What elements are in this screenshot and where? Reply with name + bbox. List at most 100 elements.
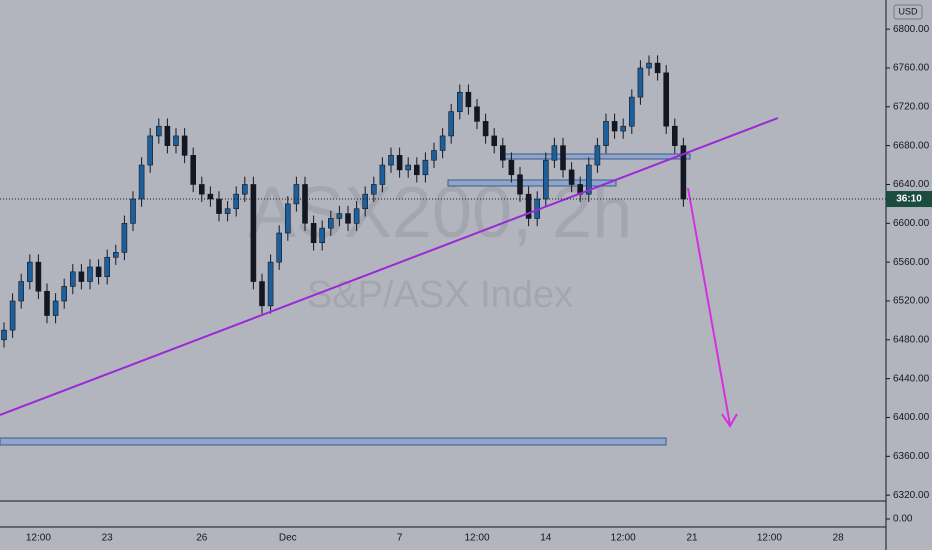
x-tick-label: 28 bbox=[833, 533, 845, 544]
candle-body bbox=[611, 121, 618, 132]
candle-body bbox=[663, 72, 670, 127]
candle-body bbox=[465, 91, 472, 108]
y-tick-label: 6520.00 bbox=[893, 296, 930, 307]
candle-body bbox=[413, 164, 420, 176]
candle-body bbox=[499, 145, 506, 161]
candle-body bbox=[78, 271, 85, 282]
candle-body bbox=[35, 261, 42, 292]
candle-body bbox=[508, 159, 515, 176]
x-tick-label: 12:00 bbox=[757, 533, 782, 544]
x-tick-label: 12:00 bbox=[26, 533, 51, 544]
candle-body bbox=[9, 300, 16, 331]
y-tick-label: 6680.00 bbox=[893, 140, 930, 151]
candle-body bbox=[138, 164, 145, 200]
candle-body bbox=[654, 62, 661, 74]
candle-body bbox=[448, 111, 455, 137]
candle-body bbox=[551, 145, 558, 161]
y-tick-label: 6800.00 bbox=[893, 24, 930, 35]
zone bbox=[447, 179, 617, 187]
candle-body bbox=[327, 218, 334, 229]
candle-body bbox=[267, 261, 274, 307]
candle-body bbox=[620, 125, 627, 132]
candle-body bbox=[259, 281, 265, 307]
candle-body bbox=[95, 266, 102, 277]
price-label-box bbox=[886, 191, 932, 208]
y-tick-label: 6600.00 bbox=[893, 218, 930, 229]
candle-body bbox=[388, 155, 394, 166]
candle-body bbox=[671, 125, 678, 146]
candle-body bbox=[250, 184, 257, 282]
candle-body bbox=[628, 96, 635, 127]
candle-body bbox=[422, 159, 429, 176]
candle-body bbox=[207, 193, 214, 200]
candle-body bbox=[362, 193, 369, 210]
currency: USD bbox=[898, 6, 918, 16]
candle-body bbox=[680, 145, 687, 200]
candle-body bbox=[353, 208, 360, 224]
y-tick-label: 6560.00 bbox=[893, 257, 930, 268]
x-tick-label: 7 bbox=[397, 533, 403, 544]
candle-body bbox=[482, 121, 489, 137]
candle-body bbox=[224, 208, 231, 214]
candle-body bbox=[26, 261, 33, 282]
candle-body bbox=[491, 135, 498, 146]
candle-body bbox=[61, 286, 68, 302]
candle-body bbox=[87, 266, 93, 282]
candle-body bbox=[345, 213, 351, 224]
candle-body bbox=[104, 256, 110, 277]
candle-body bbox=[130, 198, 136, 224]
zone bbox=[0, 437, 667, 446]
candle-body bbox=[646, 62, 652, 69]
candle-body bbox=[190, 155, 196, 185]
candle-body bbox=[474, 106, 480, 122]
candle-body bbox=[370, 184, 377, 195]
candle-body bbox=[156, 125, 162, 137]
candle-body bbox=[542, 159, 549, 200]
candle-body bbox=[44, 290, 50, 316]
y-tick-label: 6400.00 bbox=[893, 412, 930, 423]
candle-body bbox=[336, 213, 343, 219]
y-tick-label: 6720.00 bbox=[893, 101, 930, 112]
candle-body bbox=[233, 193, 239, 210]
candle-body bbox=[405, 164, 412, 171]
y-tick-label: 6440.00 bbox=[893, 373, 930, 384]
x-tick-label: 14 bbox=[540, 533, 552, 544]
x-tick-label: 12:00 bbox=[611, 533, 636, 544]
candle-body bbox=[164, 125, 171, 146]
x-tick-label: Dec bbox=[279, 533, 297, 544]
arrow-head bbox=[721, 413, 738, 428]
candle-body bbox=[52, 300, 59, 316]
x-tick-label: 26 bbox=[196, 533, 208, 544]
currency-box bbox=[893, 4, 923, 20]
trendline bbox=[0, 117, 779, 416]
y-tick-label: 6360.00 bbox=[893, 451, 930, 462]
candle-body bbox=[113, 252, 119, 258]
candle-body bbox=[637, 67, 644, 98]
candle-body bbox=[310, 223, 317, 244]
candle-body bbox=[1, 329, 7, 341]
y-tick-label: 6760.00 bbox=[893, 63, 930, 74]
candle-body bbox=[173, 135, 179, 146]
candle-body bbox=[396, 155, 403, 171]
candle-body bbox=[431, 150, 437, 161]
candle-body bbox=[216, 198, 222, 214]
candle-body bbox=[293, 184, 300, 205]
watermark-subtitle: S&P/ASX Index bbox=[307, 274, 573, 316]
candle-body bbox=[525, 193, 532, 219]
candle-body bbox=[147, 135, 153, 166]
candle-body bbox=[603, 121, 609, 146]
candle-body bbox=[319, 227, 326, 244]
candle-body bbox=[70, 271, 76, 287]
candle-body bbox=[517, 174, 523, 195]
candle-body bbox=[18, 281, 25, 302]
candle-body bbox=[379, 164, 386, 185]
y-tick-label: 6640.00 bbox=[893, 179, 930, 190]
candle-body bbox=[181, 135, 188, 156]
candle-body bbox=[284, 203, 291, 234]
y-tick-label: 0.00 bbox=[893, 514, 913, 525]
candle-body bbox=[121, 223, 128, 253]
y-tick-label: 6480.00 bbox=[893, 334, 930, 345]
candle-body bbox=[594, 145, 601, 166]
